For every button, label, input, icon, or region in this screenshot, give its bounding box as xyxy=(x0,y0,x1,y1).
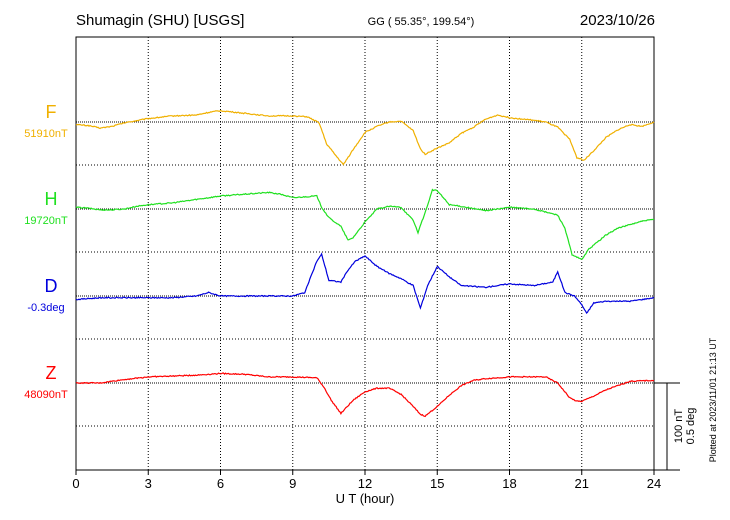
x-tick-label-12: 12 xyxy=(358,476,372,491)
x-tick-label-6: 6 xyxy=(217,476,224,491)
baselines xyxy=(76,121,654,384)
series-line-H xyxy=(75,188,655,260)
series-baseline-F: 51910nT xyxy=(24,128,68,140)
scale-bar-label-nt: 100 nT xyxy=(673,409,685,444)
series-name-H: H xyxy=(45,189,58,209)
x-axis: 0 3 6 9 12 15 18 21 24 xyxy=(72,470,661,491)
series-lines xyxy=(75,109,655,418)
x-tick-label-3: 3 xyxy=(145,476,152,491)
series-line-F xyxy=(75,109,655,166)
series-line-D xyxy=(75,252,655,314)
series-labels: F 51910nT H 19720nT D -0.3deg Z 48090nT xyxy=(24,102,68,401)
series-name-D: D xyxy=(45,276,58,296)
plotted-timestamp: Plotted at 2023/11/01 21:13 UT xyxy=(708,337,718,462)
x-tick-label-24: 24 xyxy=(647,476,661,491)
x-tick-label-9: 9 xyxy=(289,476,296,491)
series-line-Z xyxy=(75,372,655,418)
x-tick-label-18: 18 xyxy=(502,476,516,491)
series-name-F: F xyxy=(46,102,57,122)
x-tick-label-0: 0 xyxy=(72,476,79,491)
grid xyxy=(76,37,654,470)
chart-date: 2023/10/26 xyxy=(580,12,655,29)
x-tick-label-15: 15 xyxy=(430,476,444,491)
station-title: Shumagin (SHU) [USGS] xyxy=(76,12,244,29)
series-baseline-D: -0.3deg xyxy=(27,302,64,314)
station-coordinates: GG ( 55.35°, 199.54°) xyxy=(368,16,475,28)
series-baseline-Z: 48090nT xyxy=(24,389,68,401)
x-axis-label: U T (hour) xyxy=(336,491,395,506)
scale-bar: 100 nT 0.5 deg xyxy=(654,382,697,471)
series-baseline-H: 19720nT xyxy=(24,215,68,227)
series-name-Z: Z xyxy=(46,363,57,383)
x-tick-label-21: 21 xyxy=(575,476,589,491)
scale-bar-label-deg: 0.5 deg xyxy=(685,408,697,445)
